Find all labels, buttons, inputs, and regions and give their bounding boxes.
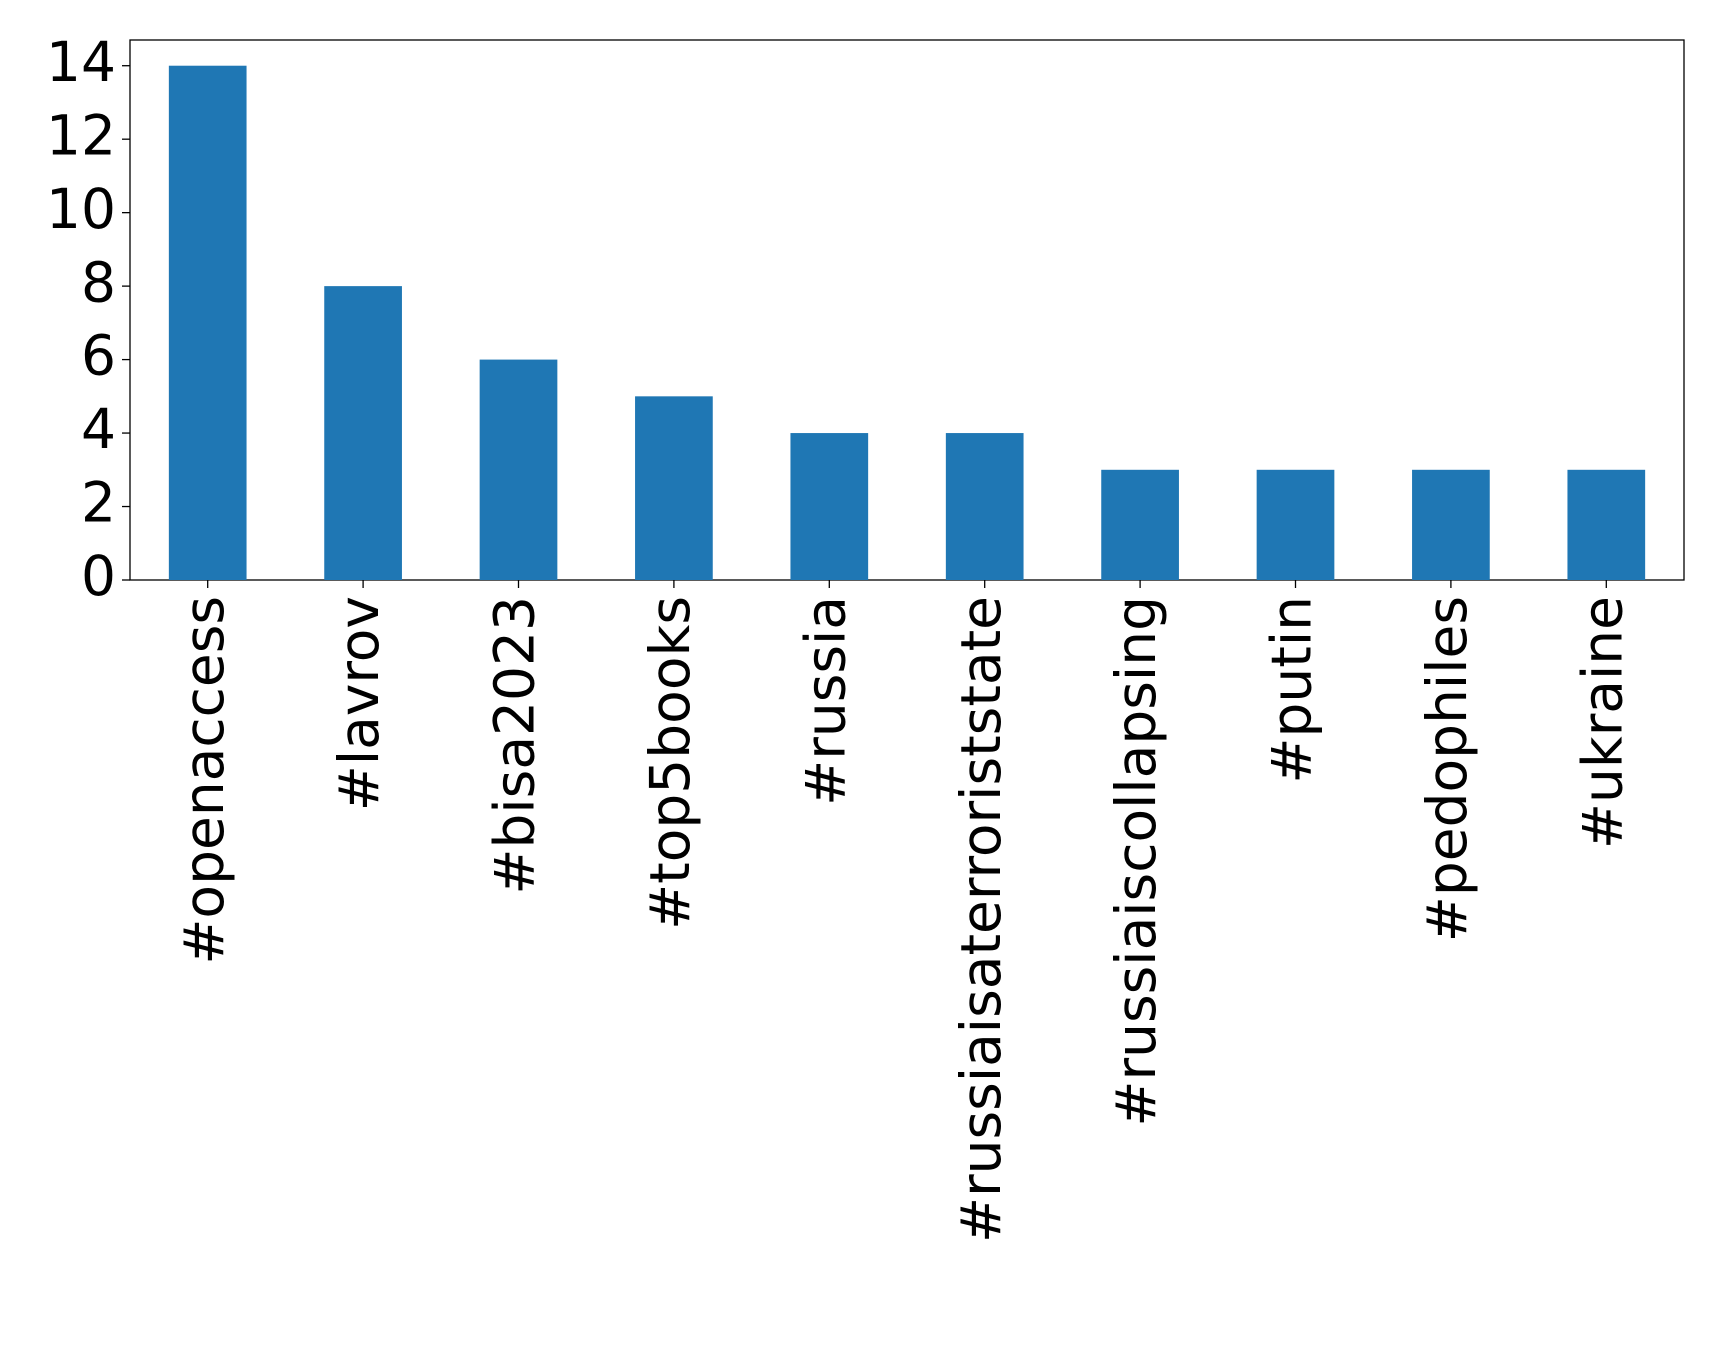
x-tick-label: #putin (1260, 596, 1324, 784)
y-tick-label: 10 (46, 177, 116, 241)
x-tick-label: #russiaiscollapsing (1104, 596, 1168, 1127)
bar (479, 359, 558, 580)
y-tick-label: 2 (81, 471, 116, 535)
x-tick-label: #russiaisaterroriststate (949, 596, 1013, 1243)
bar (1412, 469, 1490, 580)
x-tick-label: #ukraine (1570, 596, 1634, 849)
bar (635, 396, 713, 580)
x-tick-label: #top5books (638, 596, 702, 930)
x-tick-label: #bisa2023 (483, 596, 547, 895)
y-tick-label: 4 (81, 397, 116, 461)
bar (324, 286, 402, 580)
bar (1101, 469, 1179, 580)
bar (1256, 469, 1335, 580)
plot-frame (129, 39, 1685, 581)
x-tick-label: #russia (793, 596, 857, 806)
x-tick-label: #pedophiles (1415, 596, 1479, 942)
x-tick-label: #lavrov (327, 596, 391, 811)
bar (945, 433, 1024, 580)
bar (1567, 469, 1646, 580)
bar (168, 65, 247, 580)
y-tick-label: 0 (81, 544, 116, 608)
y-tick-label: 6 (81, 324, 116, 388)
x-tick-label: #openaccess (172, 596, 236, 965)
y-tick-label: 14 (46, 30, 116, 94)
y-tick-label: 12 (46, 103, 116, 167)
bar (790, 433, 869, 580)
y-tick-label: 8 (81, 250, 116, 314)
